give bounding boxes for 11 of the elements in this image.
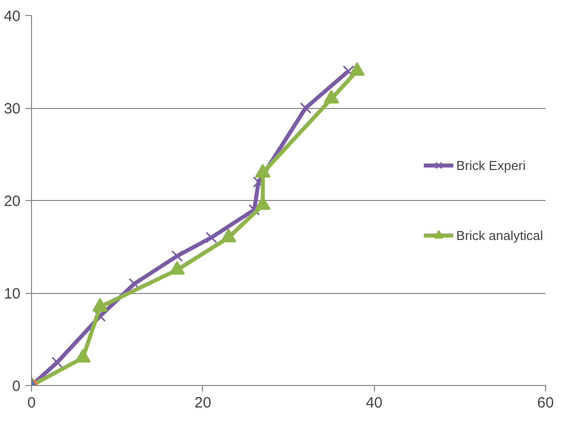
x-tick-label: 20 (194, 394, 212, 412)
y-tick-label: 20 (4, 193, 21, 210)
legend-label: Brick Experi (456, 158, 526, 172)
y-tick-label: 0 (12, 378, 20, 395)
y-tick-label: 10 (4, 286, 21, 302)
legend-label: Brick analytical (456, 228, 543, 242)
x-tick-label: 60 (537, 394, 554, 412)
y-tick-label: 30 (4, 100, 21, 118)
x-tick-label: 40 (366, 394, 383, 412)
y-tick-label: 40 (4, 8, 21, 25)
x-tick-label: 0 (27, 394, 36, 412)
